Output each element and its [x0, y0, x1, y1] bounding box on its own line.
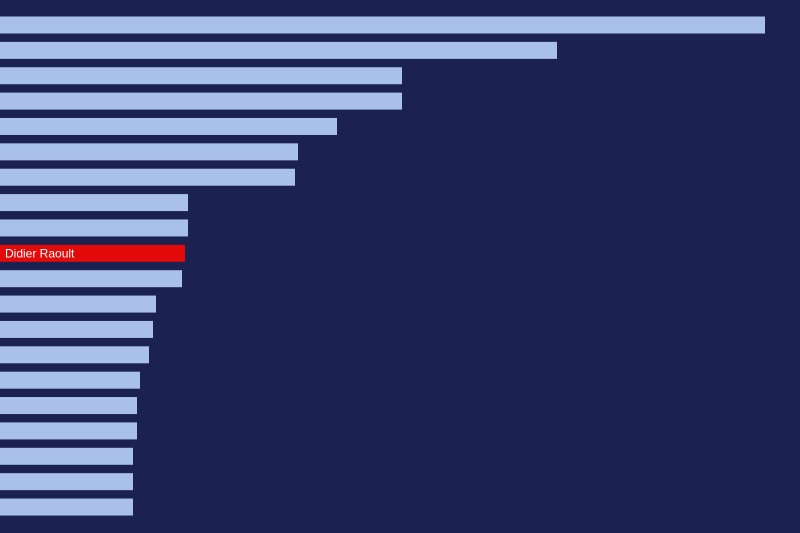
- bar: [0, 371, 140, 389]
- bar: [0, 320, 153, 338]
- bar: [0, 219, 188, 237]
- bar: [0, 270, 182, 288]
- bar: [0, 473, 133, 491]
- bar: [0, 92, 402, 110]
- bar: [0, 498, 133, 516]
- bar: [0, 168, 295, 186]
- bar: [0, 117, 337, 135]
- bar: [0, 67, 402, 85]
- bar-label: Didier Raoult: [5, 247, 75, 261]
- bar: [0, 244, 185, 262]
- bar: [0, 422, 137, 440]
- bar: [0, 41, 557, 59]
- bar: [0, 295, 156, 313]
- bar: [0, 194, 188, 212]
- bar: [0, 397, 137, 415]
- bar: [0, 346, 149, 364]
- bar: [0, 447, 133, 465]
- bar: [0, 16, 765, 34]
- bar: [0, 143, 298, 161]
